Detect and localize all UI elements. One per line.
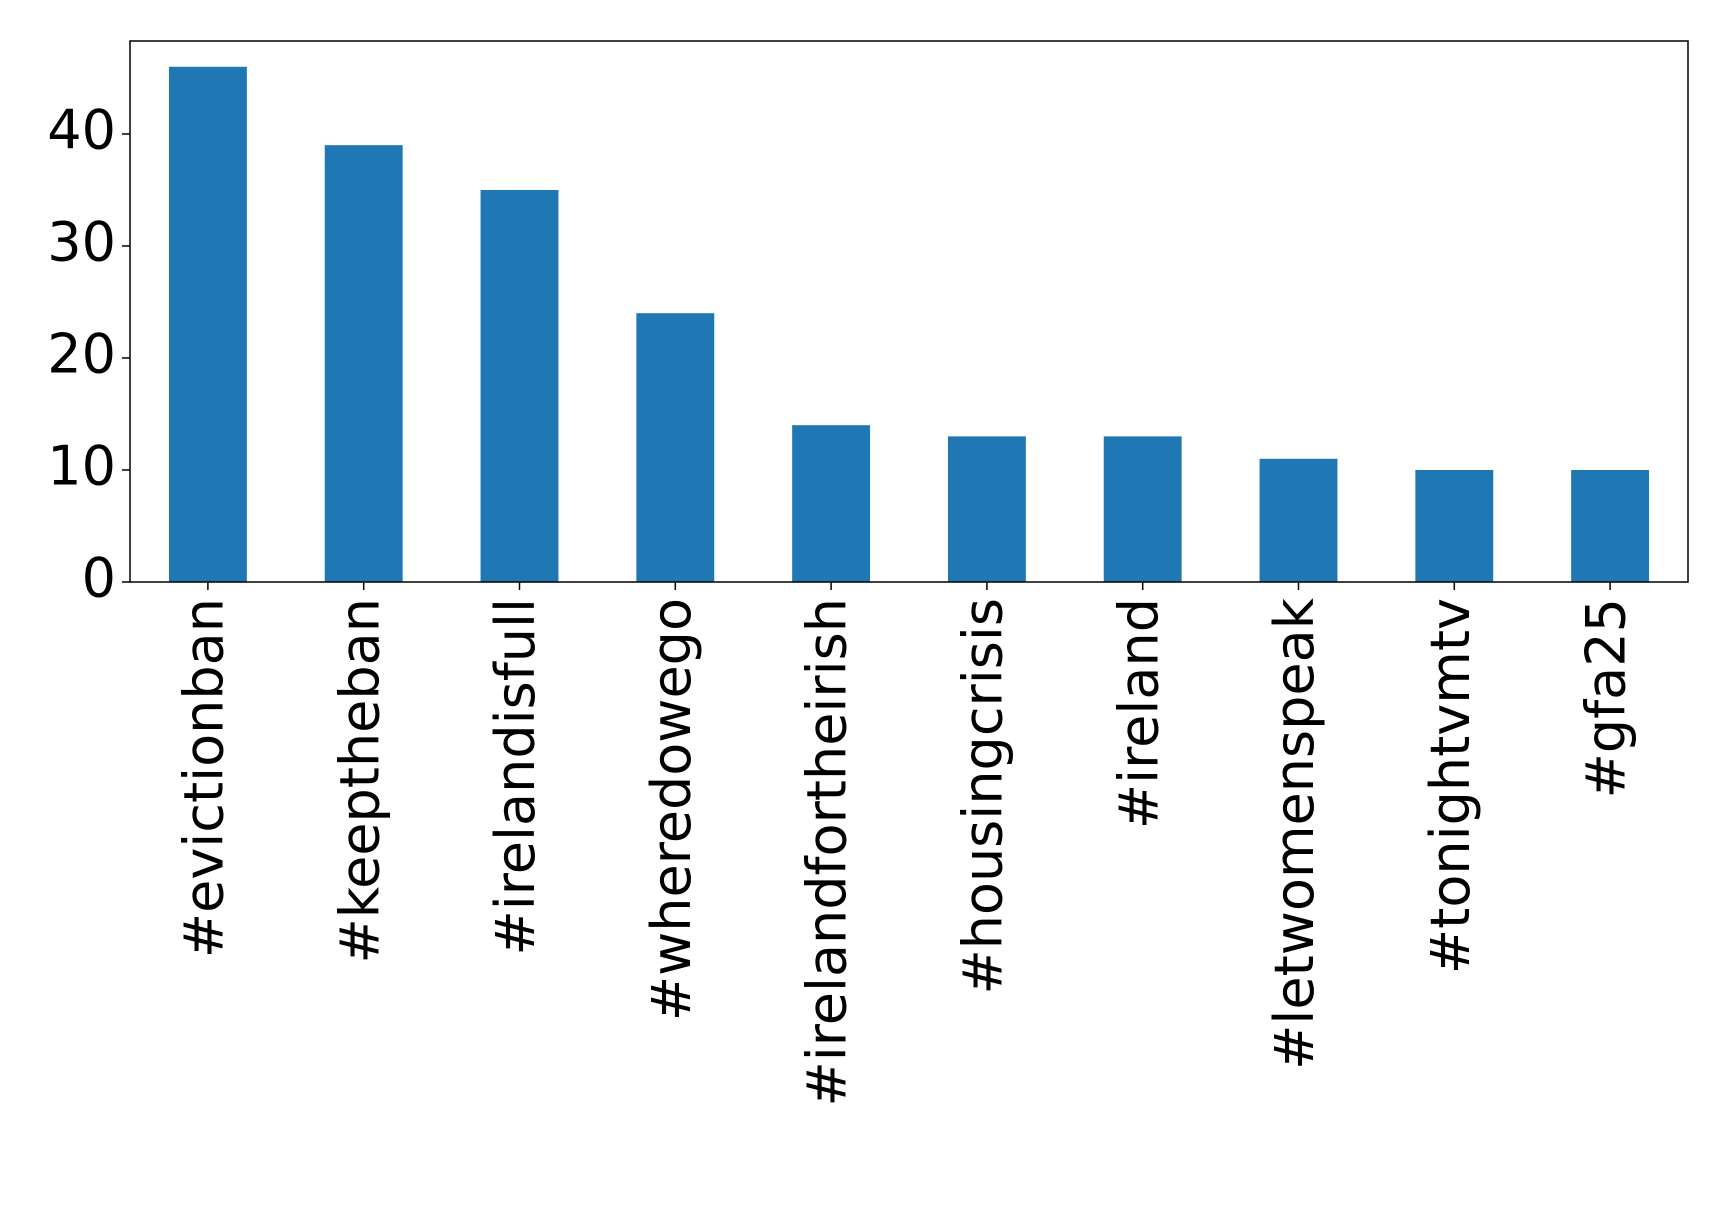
x-tick-label: #letwomenspeak	[1263, 597, 1326, 1070]
x-tick-label: #tonightvmtv	[1419, 598, 1482, 974]
bar	[1103, 436, 1182, 582]
x-tick-label: #wheredowego	[640, 598, 703, 1021]
bar	[1415, 469, 1494, 582]
bar	[480, 189, 559, 582]
bar	[792, 425, 871, 582]
y-tick-label: 40	[47, 99, 116, 162]
bar	[636, 313, 715, 582]
y-tick-label: 20	[47, 323, 116, 386]
x-tick-label: #keeptheban	[328, 598, 391, 964]
x-tick-label: #housingcrisis	[952, 598, 1015, 995]
bar	[324, 145, 403, 582]
bar	[168, 66, 247, 582]
y-tick-label: 10	[47, 435, 116, 498]
x-tick-label: #irelandfortheirish	[796, 598, 859, 1107]
bar	[1571, 469, 1650, 582]
y-tick-label: 30	[47, 211, 116, 274]
x-tick-label: #ireland	[1107, 598, 1170, 829]
bar	[1259, 458, 1338, 582]
x-tick-label: #gfa25	[1575, 598, 1638, 798]
y-tick-label: 0	[82, 547, 116, 610]
plot-frame	[129, 40, 1689, 583]
bar	[947, 436, 1026, 582]
x-tick-label: #irelandisfull	[484, 598, 547, 955]
x-tick-label: #evictionban	[173, 598, 236, 958]
